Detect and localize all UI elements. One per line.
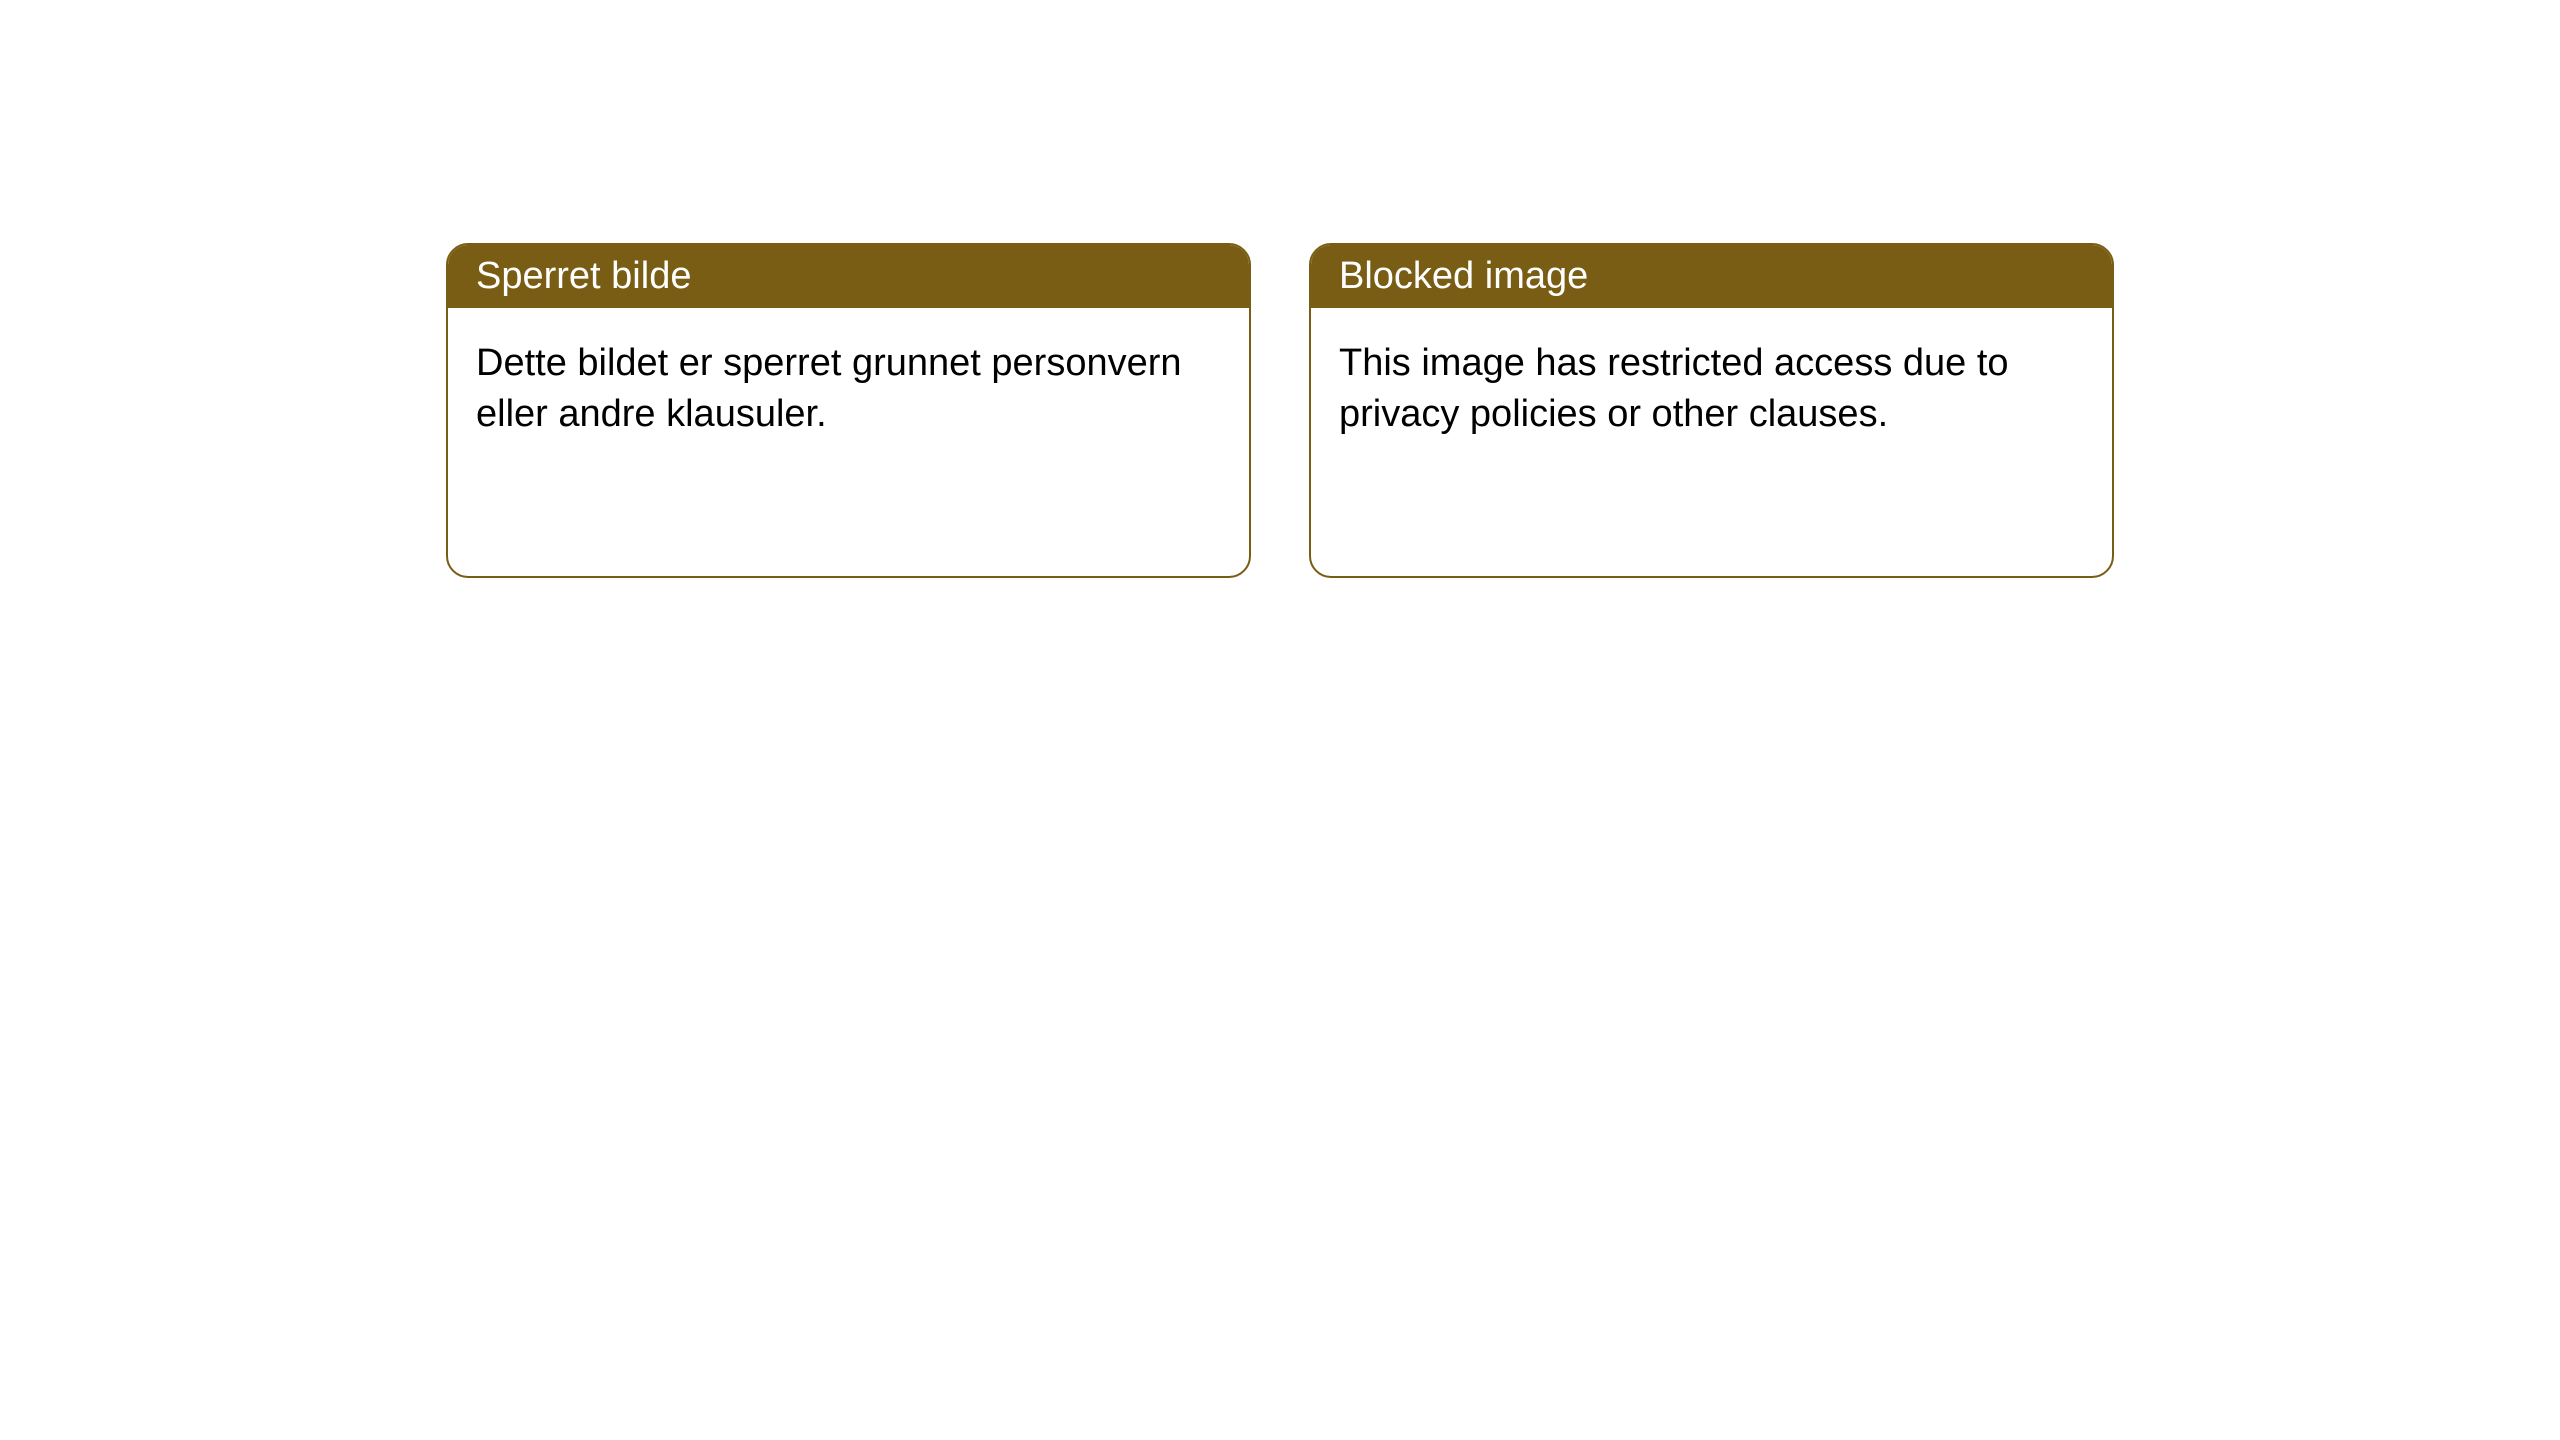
- notice-card-norwegian: Sperret bilde Dette bildet er sperret gr…: [446, 243, 1251, 578]
- card-header: Sperret bilde: [448, 245, 1249, 308]
- notice-container: Sperret bilde Dette bildet er sperret gr…: [0, 0, 2560, 578]
- card-title: Sperret bilde: [476, 255, 691, 297]
- card-title: Blocked image: [1339, 255, 1588, 297]
- notice-card-english: Blocked image This image has restricted …: [1309, 243, 2114, 578]
- card-body: Dette bildet er sperret grunnet personve…: [448, 308, 1249, 471]
- card-body-text: Dette bildet er sperret grunnet personve…: [476, 342, 1182, 435]
- card-body-text: This image has restricted access due to …: [1339, 342, 2009, 435]
- card-body: This image has restricted access due to …: [1311, 308, 2112, 471]
- card-header: Blocked image: [1311, 245, 2112, 308]
